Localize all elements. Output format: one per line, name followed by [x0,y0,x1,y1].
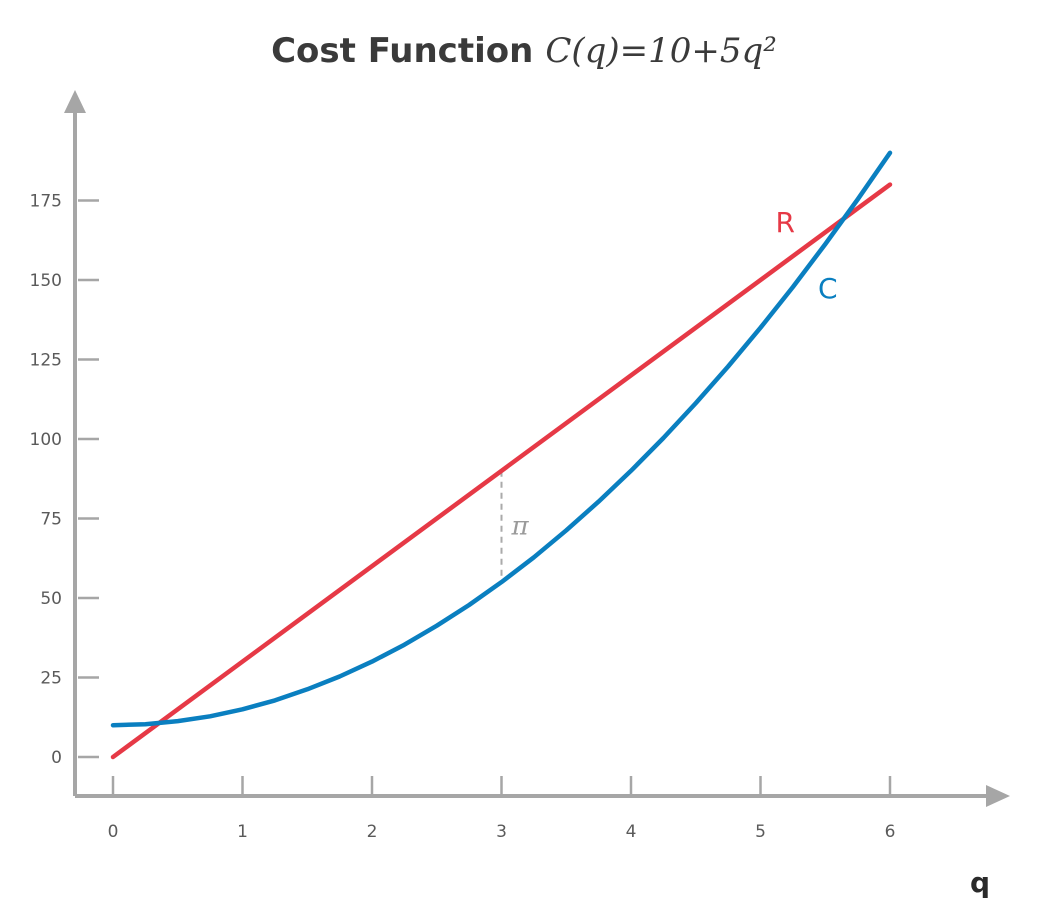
y-ticks: 0 25 50 75 100 125 150 175 [30,192,99,768]
x-tick-label: 3 [496,822,507,842]
x-axis-label: q [970,866,990,899]
y-tick-label: 75 [40,510,62,530]
x-ticks: 0 1 2 3 4 5 6 [108,776,896,842]
y-tick-label: 125 [30,351,62,371]
x-tick-label: 0 [108,822,119,842]
x-tick-label: 5 [755,822,766,842]
y-tick-label: 150 [30,271,62,291]
profit-gap-label: π [511,511,530,541]
annotations: π [500,470,530,583]
series-label-r: R [776,206,795,239]
y-tick-label: 175 [30,192,62,212]
series: RC [110,150,893,760]
chart-title-text: Cost Function [271,31,533,71]
x-tick-label: 1 [237,822,248,842]
series-label-c: C [818,272,838,305]
y-tick-label: 0 [51,748,62,768]
x-tick-label: 4 [626,822,637,842]
x-axis-arrow [986,785,1010,807]
x-tick-label: 2 [367,822,378,842]
series-line-c [110,150,893,728]
chart-title-formula: C(q)=10+5q² [545,31,777,71]
axes [64,90,1010,807]
y-tick-label: 50 [40,589,62,609]
x-tick-label: 6 [885,822,896,842]
y-tick-label: 100 [30,430,62,450]
chart-title: Cost Function C(q)=10+5q² [271,31,777,71]
y-axis-arrow [64,90,86,113]
series-line-r [110,182,893,760]
y-tick-label: 25 [40,669,62,689]
